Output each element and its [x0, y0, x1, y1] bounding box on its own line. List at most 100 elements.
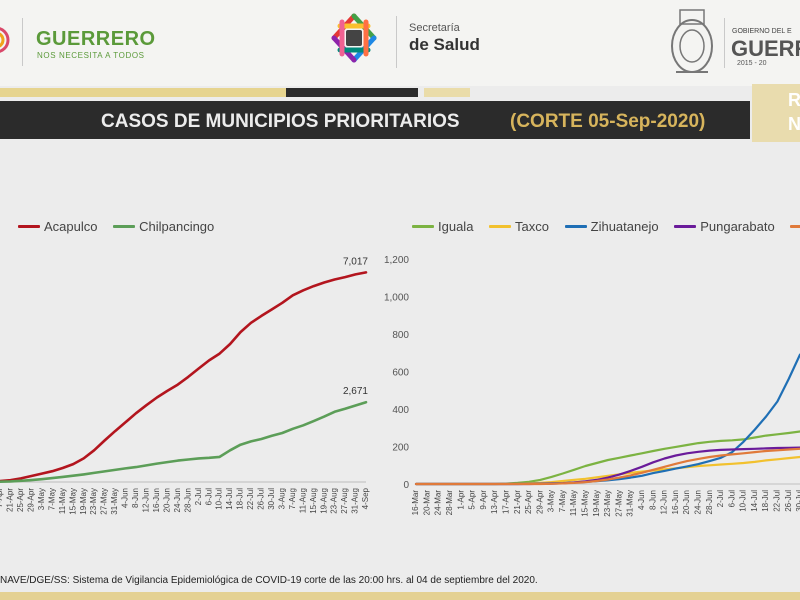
x-tick-label: 18-Jul	[236, 488, 245, 510]
x-tick-label: 1-Apr	[456, 490, 465, 510]
x-tick-label: 22-Jul	[246, 488, 255, 510]
y-tick-label: 1,000	[384, 293, 409, 304]
x-tick-label: 14-Jul	[225, 488, 234, 510]
x-tick-label: 4-Sep	[361, 487, 370, 509]
x-tick-label: 9-Apr	[479, 490, 488, 510]
x-tick-label: 28-Mar	[445, 490, 454, 516]
x-tick-label: 31-Aug	[351, 488, 360, 514]
state-crest-icon	[671, 9, 713, 73]
decorative-strip	[424, 88, 470, 97]
legend-swatch	[18, 225, 40, 228]
page-header: GUERRERO NOS NECESITA A TODOS Secretaría…	[0, 0, 800, 86]
side-label-line-1: R	[788, 90, 800, 110]
page-title: CASOS DE MUNICIPIOS PRIORITARIOS	[101, 111, 460, 132]
x-tick-label: 16-Jun	[152, 488, 161, 512]
decorative-strip	[286, 88, 418, 97]
x-tick-label: 16-Jun	[671, 490, 680, 514]
x-tick-label: 21-Apr	[513, 490, 522, 514]
y-tick-label: 1,200	[384, 255, 409, 266]
legend-item-acapulco: Acapulco	[18, 219, 97, 234]
footer-strip	[0, 592, 800, 600]
x-tick-label: 23-May	[89, 488, 98, 515]
x-tick-label: 24-Jun	[693, 490, 702, 514]
x-tick-label: 21-Apr	[6, 488, 15, 512]
legend-label: Chilpancingo	[139, 219, 215, 234]
legend-item-taxco: Taxco	[489, 219, 549, 234]
x-tick-label: 25-Apr	[16, 488, 25, 512]
x-tick-label: 23-May	[603, 490, 612, 517]
x-tick-label: 25-Apr	[524, 490, 533, 514]
side-label-line-2: N	[788, 114, 800, 134]
legend-label: Iguala	[438, 219, 474, 234]
legend-item-other	[790, 225, 800, 228]
guerrero-logo-icon	[0, 27, 10, 53]
x-tick-label: 8-Jun	[131, 488, 140, 508]
x-tick-label: 11-May	[58, 488, 67, 514]
legend-item-iguala: Iguala	[412, 219, 473, 234]
x-tick-label: 19-May	[79, 488, 88, 515]
x-tick-label: 3-Aug	[277, 488, 286, 509]
data-label-acapulco: 7,017	[343, 256, 368, 267]
x-tick-label: 12-Jun	[142, 488, 151, 512]
y-tick-label: 800	[392, 330, 409, 341]
x-tick-label: 22-Jul	[773, 490, 782, 512]
x-tick-label: 4-Jun	[121, 488, 130, 508]
x-tick-label: 20-Mar	[422, 490, 431, 516]
x-tick-label: 29-Apr	[26, 488, 35, 512]
decorative-strip	[0, 88, 286, 97]
data-label-chilpancingo: 2,671	[343, 386, 368, 397]
x-tick-label: 29-Apr	[535, 490, 544, 514]
x-tick-label: 13-Apr	[490, 490, 499, 514]
source-note: NAVE/DGE/SS: Sistema de Vigilancia Epide…	[0, 575, 538, 586]
x-tick-label: 31-May	[626, 490, 635, 517]
x-tick-label: 27-Aug	[340, 488, 349, 514]
legend-swatch	[564, 225, 587, 228]
legend-swatch	[674, 225, 697, 228]
x-tick-label: 20-Jun	[682, 490, 691, 514]
x-tick-label: 24-Jun	[173, 488, 182, 512]
header-divider	[396, 16, 397, 68]
y-tick-label: 600	[392, 368, 409, 379]
brand-name: GUERRERO	[36, 28, 156, 50]
legend-item-chilpancingo: Chilpancingo	[113, 219, 214, 234]
series-line-acapulco	[0, 271, 368, 483]
x-tick-label: 10-Jul	[739, 490, 748, 512]
x-tick-label: 28-Jun	[183, 488, 192, 512]
x-tick-label: 2-Jul	[716, 490, 725, 508]
x-tick-label: 30-Jul	[795, 490, 800, 512]
x-tick-label: 11-May	[569, 490, 578, 516]
x-tick-label: 15-Aug	[309, 488, 318, 514]
x-tick-label: 26-Jul	[257, 488, 266, 510]
x-tick-label: 20-Jun	[162, 488, 171, 512]
series-line-chilpancingo	[0, 400, 368, 484]
x-tick-label: 3-May	[547, 490, 556, 512]
x-tick-label: 19-May	[592, 490, 601, 517]
x-tick-label: 16-Mar	[411, 490, 420, 516]
legend-swatch	[489, 225, 512, 228]
x-tick-label: 8-Jun	[648, 490, 657, 510]
x-tick-label: 18-Jul	[761, 490, 770, 512]
header-divider	[22, 18, 23, 66]
legend-label: Acapulco	[44, 219, 98, 234]
gobierno-label: GOBIERNO DEL E	[732, 28, 792, 35]
legend-right: Iguala Taxco Zihuatanejo Pungarabato	[412, 216, 800, 234]
legend-label: Taxco	[515, 219, 550, 234]
brand-slogan: NOS NECESITA A TODOS	[37, 51, 145, 60]
gobierno-name: GUERR	[731, 36, 800, 61]
title-date: (CORTE 05-Sep-2020)	[510, 111, 706, 132]
side-label-box: R N	[752, 84, 800, 142]
x-tick-label: 6-Jul	[204, 488, 213, 506]
x-tick-label: 3-May	[37, 488, 46, 510]
x-tick-label: 6-Jul	[727, 490, 736, 508]
x-tick-label: 30-Jul	[267, 488, 276, 510]
x-tick-label: 23-Aug	[330, 488, 339, 514]
legend-left: Acapulco Chilpancingo	[18, 216, 226, 234]
salud-label: de Salud	[409, 35, 480, 54]
x-tick-label: 10-Jul	[215, 488, 224, 510]
y-tick-label: 0	[403, 480, 409, 491]
legend-label: Pungarabato	[700, 219, 775, 234]
x-tick-label: 7-May	[47, 488, 56, 510]
y-tick-label: 200	[392, 443, 409, 454]
series-line-zihuatanejo	[414, 353, 800, 486]
